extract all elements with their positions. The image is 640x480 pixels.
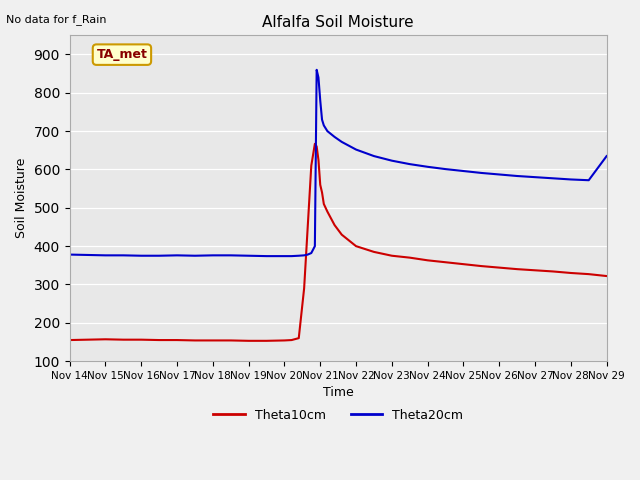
Text: No data for f_Rain: No data for f_Rain: [6, 14, 107, 25]
Legend: Theta10cm, Theta20cm: Theta10cm, Theta20cm: [209, 404, 468, 427]
Text: TA_met: TA_met: [97, 48, 147, 61]
Title: Alfalfa Soil Moisture: Alfalfa Soil Moisture: [262, 15, 414, 30]
X-axis label: Time: Time: [323, 386, 353, 399]
Y-axis label: Soil Moisture: Soil Moisture: [15, 158, 28, 239]
